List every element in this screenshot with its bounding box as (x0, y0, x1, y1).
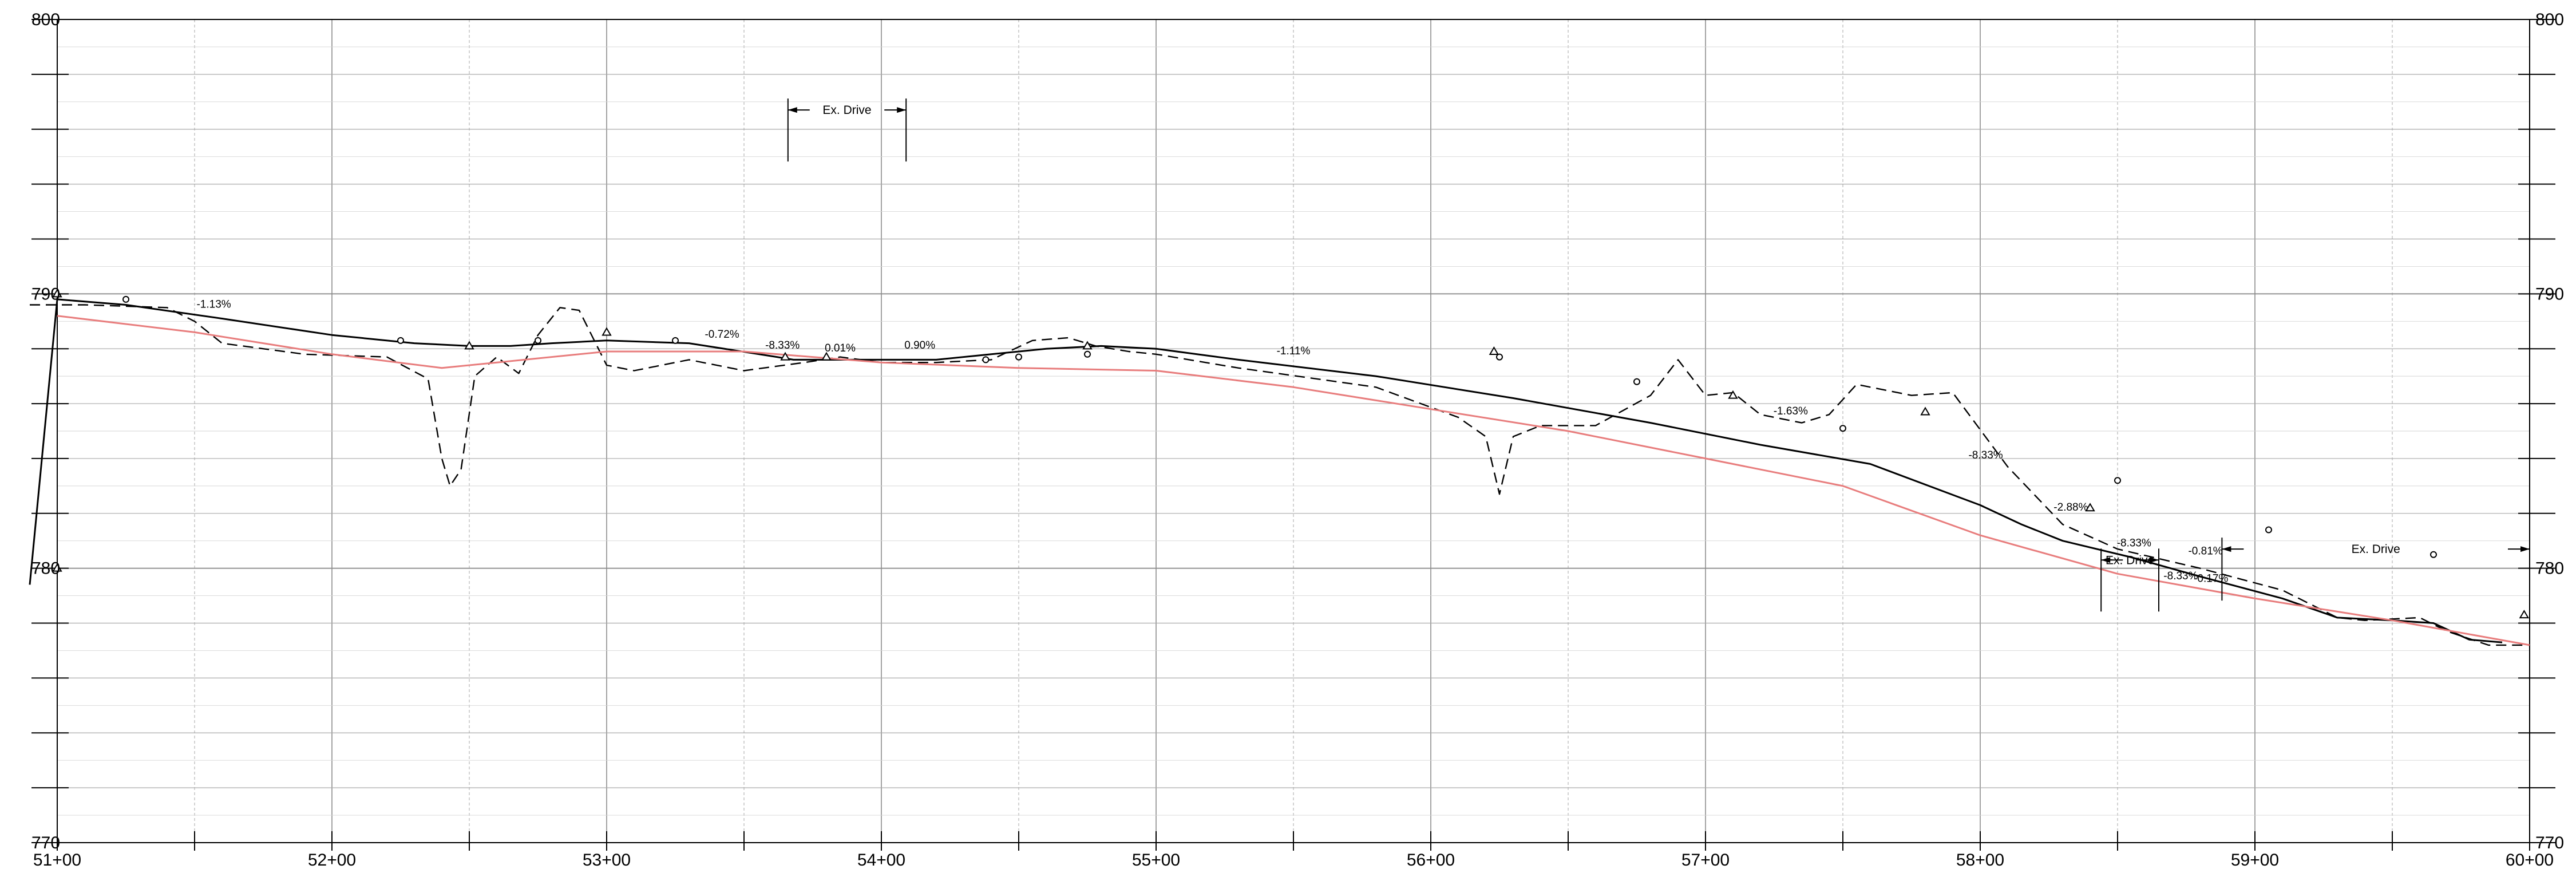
drive-arrow-head (2520, 546, 2530, 552)
right-elevation-label: 790 (2535, 285, 2564, 303)
drive-arrow-head (2101, 557, 2111, 563)
point-triangle-marker (1920, 406, 1930, 416)
point-circle-marker (535, 337, 541, 344)
point-circle-marker (397, 337, 404, 344)
slope-label: -8.33% (765, 339, 800, 351)
left-elevation-label: 790 (31, 285, 60, 303)
right-elevation-label: 780 (2535, 559, 2564, 578)
slope-label: 0.01% (825, 342, 856, 354)
point-triangle-marker (1489, 346, 1499, 355)
point-triangle-marker (1728, 390, 1738, 399)
point-circle-marker (2265, 526, 2272, 534)
slope-label: -8.33% (2117, 537, 2151, 549)
profile-markers (52, 289, 2530, 619)
point-circle-marker (1496, 353, 1503, 361)
point-triangle-marker (2085, 503, 2095, 512)
point-circle-marker (982, 356, 990, 364)
point-triangle-marker (821, 351, 832, 361)
station-label: 56+00 (1407, 851, 1455, 870)
point-circle-marker (1084, 350, 1091, 358)
station-label: 60+00 (2506, 851, 2554, 870)
drive-arrow-head (897, 107, 907, 113)
slope-label: -1.11% (1277, 345, 1311, 357)
slope-label: -1.63% (1774, 405, 1808, 417)
slope-label: -8.33% (2163, 570, 2198, 582)
right-elevation-label: 770 (2535, 834, 2564, 852)
drive-arrow-head (788, 107, 797, 113)
grid (57, 19, 2530, 843)
station-label: 52+00 (308, 851, 356, 870)
drive-label: Ex. Drive (2106, 554, 2154, 567)
slope-label: -2.88% (2053, 501, 2088, 513)
station-label: 54+00 (857, 851, 905, 870)
station-label: 55+00 (1132, 851, 1180, 870)
slope-label: -8.33% (1968, 449, 2003, 461)
station-label: 53+00 (583, 851, 631, 870)
point-circle-marker (672, 337, 679, 344)
point-triangle-marker (464, 341, 474, 350)
point-circle-marker (1015, 353, 1022, 361)
left-elevation-label: 770 (31, 834, 60, 852)
drive-arrow-head (2222, 546, 2231, 552)
tick-marks (31, 19, 2555, 851)
point-triangle-marker (2519, 610, 2530, 619)
point-circle-marker (122, 295, 129, 303)
drive-label: Ex. Drive (2352, 543, 2400, 556)
station-label: 51+00 (33, 851, 81, 870)
station-label: 59+00 (2231, 851, 2279, 870)
point-circle-marker (1839, 425, 1846, 432)
point-triangle-marker (602, 327, 612, 336)
station-label: 57+00 (1681, 851, 1730, 870)
slope-label: -0.17% (2194, 573, 2228, 585)
right-elevation-label: 800 (2535, 10, 2564, 29)
slope-label: -0.72% (705, 329, 739, 341)
point-circle-marker (2114, 477, 2121, 484)
point-circle-marker (2430, 551, 2437, 558)
red-profile-line (57, 315, 2530, 646)
point-triangle-marker (52, 563, 62, 572)
axis-labels: -1.13% -0.72% -8.33% 0.01% 0.90% -1.11% -1.63%… (31, 10, 2564, 870)
dashed-profile-line (30, 304, 2530, 646)
drive-arrow-head (2150, 557, 2159, 563)
point-triangle-marker (52, 289, 62, 298)
slope-label: -1.13% (196, 298, 231, 310)
point-triangle-marker (780, 351, 790, 361)
left-elevation-label: 780 (31, 559, 60, 578)
station-label: 58+00 (1956, 851, 2004, 870)
left-elevation-label: 800 (31, 10, 60, 29)
slope-label: 0.90% (904, 339, 935, 351)
slope-label: -0.81% (2188, 546, 2222, 558)
point-triangle-marker (1082, 341, 1093, 350)
drive-label: Ex. Drive (822, 104, 871, 117)
drive-callouts: Ex. Drive Ex. Drive Ex. Drive (787, 98, 2530, 612)
point-circle-marker (1633, 378, 1640, 385)
